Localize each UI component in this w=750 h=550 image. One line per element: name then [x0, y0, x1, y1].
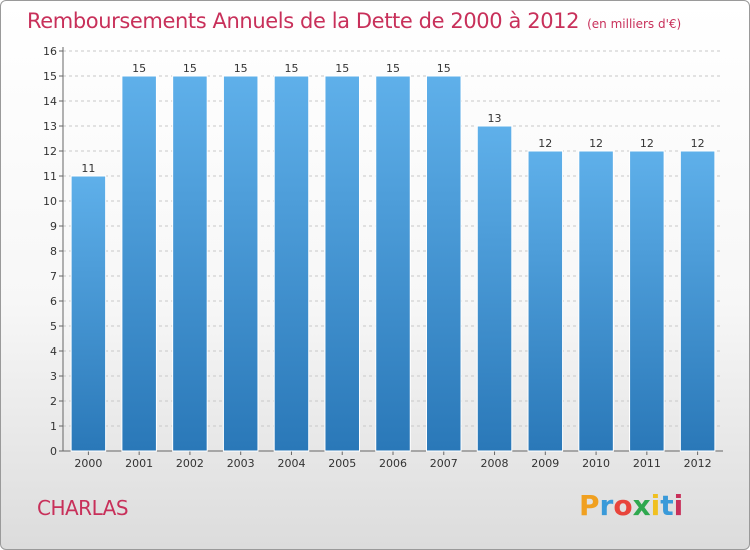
x-tick-label: 2012	[684, 457, 712, 470]
y-tick-label: 10	[43, 195, 57, 208]
x-tick-label: 2002	[176, 457, 204, 470]
y-tick-label: 12	[43, 145, 57, 158]
data-label: 12	[589, 137, 603, 150]
data-label: 15	[386, 62, 400, 75]
data-label: 12	[691, 137, 705, 150]
bar-2011	[629, 150, 665, 452]
y-tick-label: 14	[43, 95, 57, 108]
y-tick-label: 7	[50, 270, 57, 283]
logo-letter: t	[660, 489, 674, 522]
x-tick-label: 2009	[531, 457, 559, 470]
bar-2010	[578, 150, 614, 452]
y-tick-label: 8	[50, 245, 57, 258]
y-tick-label: 9	[50, 220, 57, 233]
bar-2003	[222, 75, 259, 452]
logo-letter: o	[613, 489, 633, 522]
chart-title-text: Remboursements Annuels de la Dette de 20…	[27, 9, 580, 33]
y-tick-label: 6	[50, 295, 57, 308]
x-tick-label: 2010	[582, 457, 610, 470]
y-tick-label: 15	[43, 70, 57, 83]
bar-2006	[375, 75, 411, 452]
bar-2005	[324, 75, 360, 452]
chart-unit: (en milliers d'€)	[587, 17, 682, 31]
data-label: 15	[183, 62, 197, 75]
logo-letter: P	[579, 489, 600, 522]
data-labels: 11 15 15 15 15 15 15 15 13 12 12 12 12	[81, 62, 704, 175]
bar-2007	[426, 75, 462, 452]
data-label: 12	[640, 137, 654, 150]
data-label: 15	[284, 62, 298, 75]
y-tick-label: 2	[50, 395, 57, 408]
bars	[70, 75, 716, 452]
data-label: 12	[538, 137, 552, 150]
proxiti-logo: Proxiti	[579, 489, 683, 522]
logo-letter: i	[673, 489, 684, 522]
bar-2001	[121, 75, 157, 452]
data-label: 13	[488, 112, 502, 125]
y-tick-label: 1	[50, 420, 57, 433]
x-tick-label: 2008	[481, 457, 509, 470]
x-tick-label: 2001	[125, 457, 153, 470]
bar-2012	[679, 150, 716, 452]
bar-2004	[273, 75, 310, 452]
data-label: 15	[335, 62, 349, 75]
data-label: 15	[132, 62, 146, 75]
y-tick-label: 11	[43, 170, 57, 183]
x-tick-label: 2007	[430, 457, 458, 470]
x-tick-label: 2006	[379, 457, 407, 470]
x-tick-label: 2000	[74, 457, 102, 470]
bar-2000	[70, 175, 107, 452]
y-tick-label: 4	[50, 345, 57, 358]
y-tick-label: 13	[43, 120, 57, 133]
y-tick-label: 5	[50, 320, 57, 333]
logo-letter: x	[632, 489, 651, 522]
data-label: 15	[234, 62, 248, 75]
bar-2008	[476, 125, 513, 452]
data-label: 11	[81, 162, 95, 175]
data-label: 15	[437, 62, 451, 75]
chart-title: Remboursements Annuels de la Dette de 20…	[27, 9, 681, 33]
bar-2009	[527, 150, 564, 452]
logo-letter: r	[599, 489, 614, 522]
x-tick-label: 2005	[328, 457, 356, 470]
x-tick-label: 2011	[633, 457, 661, 470]
x-tick-label: 2003	[227, 457, 255, 470]
y-tick-label: 3	[50, 370, 57, 383]
y-tick-label: 0	[50, 445, 57, 458]
y-tick-label: 16	[43, 45, 57, 58]
logo-letter: i	[650, 489, 661, 522]
bar-2002	[172, 75, 208, 452]
x-tick-label: 2004	[277, 457, 305, 470]
commune-name: CHARLAS	[37, 496, 129, 520]
